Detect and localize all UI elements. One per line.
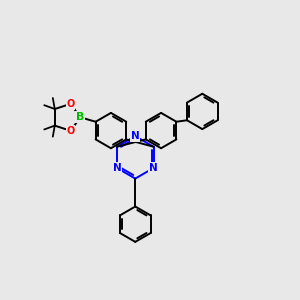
Text: O: O <box>66 99 75 109</box>
Text: N: N <box>149 163 158 173</box>
Text: N: N <box>131 131 140 141</box>
Text: N: N <box>112 163 121 173</box>
Text: B: B <box>76 112 85 122</box>
Text: O: O <box>66 126 75 136</box>
